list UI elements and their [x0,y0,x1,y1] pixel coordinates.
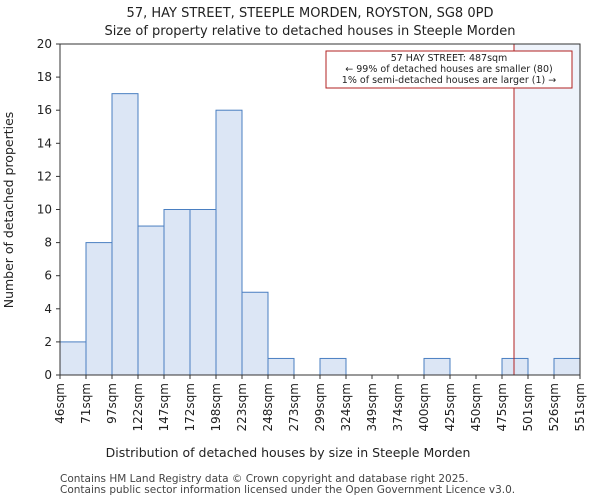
x-tick-label: 349sqm [365,383,379,431]
x-tick-label: 324sqm [339,383,353,431]
x-tick-label: 97sqm [105,383,119,424]
x-tick-label: 551sqm [573,383,587,431]
y-tick-label: 2 [44,335,52,349]
bars [59,93,581,376]
x-tick-label: 526sqm [547,383,561,431]
bar-223sqm [241,291,269,376]
footer-line-1: Contains HM Land Registry data © Crown c… [60,473,469,485]
highlight-region [514,44,580,375]
x-tick-label: 223sqm [235,383,249,431]
x-axis-label: Distribution of detached houses by size … [106,445,471,460]
x-ticks: 46sqm 71sqm 97sqm 122sqm 147sqm 172sqm 198sqm 2… [53,375,587,431]
bar-526sqm [553,357,581,376]
x-tick-label: 122sqm [131,383,145,431]
bar-122sqm [137,225,165,376]
y-tick-label: 14 [37,136,52,150]
annotation-line-3: 1% of semi-detached houses are larger (1… [342,75,556,86]
x-tick-label: 299sqm [313,383,327,431]
x-tick-label: 425sqm [443,383,457,431]
bar-172sqm [189,209,217,376]
y-tick-label: 4 [44,302,52,316]
chart-title: 57, HAY STREET, STEEPLE MORDEN, ROYSTON,… [127,6,494,21]
bar-475sqm [501,357,529,376]
x-tick-label: 248sqm [261,383,275,431]
chart-subtitle: Size of property relative to detached ho… [105,24,516,39]
y-axis-label: Number of detached properties [1,112,16,309]
x-tick-label: 374sqm [391,383,405,431]
bar-97sqm [111,93,139,376]
x-tick-label: 71sqm [79,383,93,424]
y-tick-label: 6 [44,269,52,283]
annotation-border [325,50,573,89]
footer-line-2: Contains public sector information licen… [60,484,516,496]
bar-198sqm [215,109,243,376]
x-tick-label: 273sqm [287,383,301,431]
y-tick-label: 10 [37,203,52,217]
x-tick-label: 172sqm [183,383,197,431]
y-tick-label: 20 [37,37,52,51]
bar-46sqm [59,341,87,376]
larger-region [514,44,580,375]
x-tick-label: 198sqm [209,383,223,431]
y-tick-label: 12 [37,169,52,183]
x-tick-label: 46sqm [53,383,67,424]
bar-248sqm [267,357,295,376]
bar-400sqm [423,357,451,376]
bar-71sqm [85,242,113,376]
y-tick-label: 0 [44,368,52,382]
annotation-line-1: 57 HAY STREET: 487sqm [391,53,508,64]
bar-147sqm [163,209,191,376]
y-tick-label: 18 [37,70,52,84]
bar-299sqm [319,357,347,376]
x-tick-label: 501sqm [521,383,535,431]
x-tick-label: 400sqm [417,383,431,431]
annotation-box: 57 HAY STREET: 487sqm ← 99% of detached … [325,50,573,89]
y-tick-label: 16 [37,103,52,117]
y-tick-label: 8 [44,236,52,250]
x-tick-label: 475sqm [495,383,509,431]
x-tick-label: 147sqm [157,383,171,431]
x-tick-label: 450sqm [469,383,483,431]
y-ticks: 0 2 4 6 8 10 12 14 16 18 20 [37,37,60,382]
annotation-line-2: ← 99% of detached houses are smaller (80… [345,64,552,75]
